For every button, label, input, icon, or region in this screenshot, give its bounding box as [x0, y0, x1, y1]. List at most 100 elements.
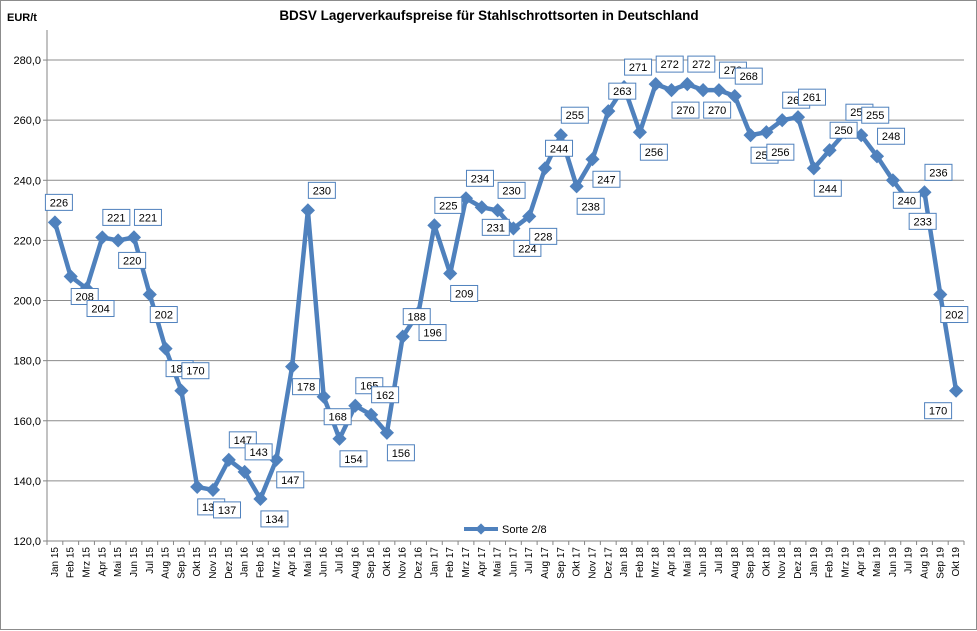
data-point [111, 233, 126, 248]
x-tick-label: Apr 16 [287, 547, 298, 577]
x-tick-label: Jan 16 [240, 547, 251, 577]
data-label: 230 [313, 185, 331, 197]
x-tick-label: Mai 15 [113, 547, 124, 577]
data-point [585, 152, 600, 167]
data-label-box [734, 67, 763, 85]
x-tick-label: Aug 17 [540, 547, 551, 579]
x-tick-label: Mrz 15 [82, 547, 93, 578]
data-label: 247 [597, 174, 615, 186]
data-point [47, 215, 62, 230]
x-tick-label: Feb 18 [635, 547, 646, 579]
data-label: 244 [819, 183, 837, 195]
data-point [158, 341, 173, 356]
x-tick-label: Nov 15 [208, 547, 219, 579]
x-tick-label: Jun 18 [698, 547, 709, 577]
data-label: 233 [913, 216, 931, 228]
data-label: 261 [803, 92, 821, 104]
y-tick-label: 280,0 [13, 55, 41, 67]
data-label-box [655, 55, 684, 73]
data-label-box [260, 510, 289, 528]
data-label-box [386, 444, 415, 462]
data-label: 154 [344, 454, 362, 466]
data-point [126, 230, 142, 245]
data-label: 256 [645, 147, 663, 159]
data-point [395, 329, 410, 344]
data-label-box [133, 208, 162, 226]
data-label: 263 [613, 86, 631, 98]
data-label-box [560, 106, 589, 124]
data-label-box [450, 284, 479, 302]
x-tick-label: Okt 19 [951, 547, 962, 577]
data-label-box [576, 197, 605, 215]
data-point [553, 128, 568, 143]
data-label-box [924, 163, 953, 181]
data-label: 168 [329, 412, 347, 424]
x-tick-label: Sep 18 [746, 547, 757, 579]
y-tick-label: 160,0 [13, 416, 41, 428]
data-label: 143 [249, 447, 267, 459]
data-label-box [371, 386, 400, 404]
data-label-box [892, 191, 921, 209]
data-point [348, 398, 363, 413]
data-label: 209 [455, 288, 473, 300]
data-point [253, 491, 268, 507]
x-tick-label: Mrz 17 [461, 547, 472, 578]
x-tick-label: Mai 16 [303, 547, 314, 577]
series-line [52, 81, 959, 502]
data-point [696, 83, 711, 98]
data-point [443, 266, 458, 281]
data-label-box [323, 408, 352, 426]
data-label-box [608, 82, 637, 100]
data-point [869, 149, 885, 164]
data-label: 244 [550, 143, 568, 155]
y-tick-label: 220,0 [13, 235, 41, 247]
x-tick-label: Jan 17 [429, 547, 440, 577]
data-point [949, 383, 964, 398]
data-point [506, 221, 521, 236]
data-label-box [292, 378, 321, 396]
data-point [379, 425, 394, 440]
data-label: 230 [502, 185, 520, 197]
data-point [822, 143, 837, 158]
legend: Sorte 2/8 [464, 523, 547, 536]
data-label-box [149, 306, 178, 324]
data-point [285, 359, 300, 374]
x-tick-label: Jun 17 [508, 547, 519, 577]
x-tick-label: Aug 19 [919, 547, 930, 579]
data-label-box [671, 101, 700, 119]
x-tick-label: Jul 18 [714, 547, 725, 574]
x-tick-label: Apr 19 [856, 547, 867, 577]
y-tick-label: 240,0 [13, 175, 41, 187]
data-label-box [418, 324, 447, 342]
data-label-box [44, 193, 73, 211]
x-tick-label: Jan 19 [809, 547, 820, 577]
data-label: 234 [471, 173, 489, 185]
data-label: 134 [265, 514, 283, 526]
legend-entry-label: Sorte 2/8 [502, 524, 547, 536]
data-label-box [86, 300, 115, 318]
data-point [237, 464, 252, 479]
data-label-box [545, 139, 574, 157]
x-tick-label: Apr 18 [667, 547, 678, 577]
x-tick-label: Jun 19 [888, 547, 899, 577]
data-label-box [861, 106, 890, 124]
x-axis-ticks: Jan 15 Feb 15 Mrz 15 Apr 15 Mai 15 Jun 15 Jul … [50, 547, 962, 579]
y-tick-label: 180,0 [13, 356, 41, 368]
data-label: 256 [771, 147, 789, 159]
data-label-box [924, 402, 953, 420]
data-point [917, 185, 932, 200]
data-label-box [940, 306, 969, 324]
x-tick-label: Feb 16 [255, 547, 266, 579]
x-tick-label: Mai 18 [682, 547, 693, 577]
x-tick-label: Jul 16 [334, 547, 345, 574]
data-point [332, 431, 347, 446]
data-label-box [813, 179, 842, 197]
x-tick-label: Apr 17 [477, 547, 488, 577]
data-label: 236 [929, 167, 947, 179]
x-tick-label: Apr 15 [97, 547, 108, 577]
x-tick-label: Sep 17 [556, 547, 567, 579]
data-label-box [213, 501, 242, 519]
data-label: 224 [518, 243, 536, 255]
